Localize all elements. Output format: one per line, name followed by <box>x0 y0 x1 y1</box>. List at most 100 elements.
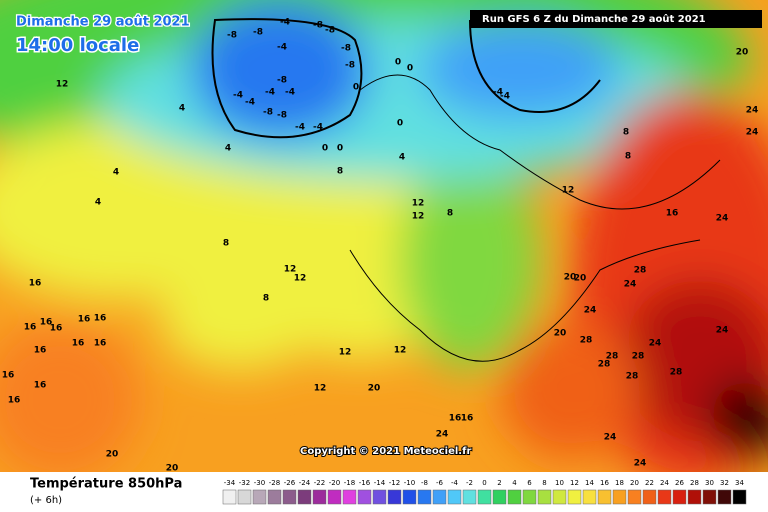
contour-label: 12 <box>314 384 327 394</box>
colorbar-tick-label: 32 <box>720 479 729 487</box>
colorbar-tick-label: -14 <box>374 479 386 487</box>
contour-label: 8 <box>623 128 629 138</box>
contour-label: 0 <box>353 83 359 93</box>
contour-label: 4 <box>399 153 405 163</box>
contour-label: 20 <box>736 48 749 58</box>
contour-label: 8 <box>223 239 229 249</box>
contour-label: 20 <box>554 329 567 339</box>
contour-label: 12 <box>412 199 425 209</box>
colorbar-swatch <box>657 489 672 505</box>
contour-label: 8 <box>625 152 631 162</box>
contour-label: -8 <box>341 44 351 54</box>
colorbar-swatch <box>462 489 477 505</box>
colorbar-tick-label: -18 <box>344 479 355 487</box>
temperature-field <box>0 0 768 490</box>
colorbar-swatch <box>237 489 252 505</box>
colorbar-swatch <box>537 489 552 505</box>
contour-label: 0 <box>397 119 403 129</box>
colorbar-tick-label: 4 <box>512 479 517 487</box>
contour <box>211 18 363 139</box>
contour-label: 16 <box>72 339 85 349</box>
contour-label: 16 <box>2 371 15 381</box>
colorbar-tick-label: -26 <box>284 479 296 487</box>
colorbar-tick-label: 28 <box>690 479 699 487</box>
contour-label: 16 <box>34 381 47 391</box>
colorbar-tick-label: -22 <box>314 479 325 487</box>
contour-label: 16 <box>78 315 91 325</box>
colorbar-tick-label: 6 <box>527 479 532 487</box>
colorbar-swatch <box>582 489 597 505</box>
contour-label: 4 <box>225 144 231 154</box>
contour-label: 20 <box>106 450 119 460</box>
colorbar-swatch <box>522 489 537 505</box>
colorbar-swatch <box>312 489 327 505</box>
contour-label: 16 <box>40 318 53 328</box>
contour-label: 28 <box>598 360 611 370</box>
colorbar-tick-label: -30 <box>254 479 265 487</box>
date: Dimanche 29 août 2021 <box>16 15 190 30</box>
contour-label: 4 <box>113 168 119 178</box>
contour-label: 16 <box>24 323 37 333</box>
colorbar-swatch <box>507 489 522 505</box>
colorbar-swatch <box>717 489 732 505</box>
colorbar-tick-label: 20 <box>630 479 639 487</box>
contour-label: 20 <box>574 274 587 284</box>
colorbar-swatch <box>702 489 717 505</box>
contour-label: -4 <box>285 88 295 98</box>
contour-label: 24 <box>649 339 662 349</box>
colorbar-tick-label: 10 <box>555 479 564 487</box>
contour-label: 8 <box>447 209 453 219</box>
contour-label: 4 <box>95 198 101 208</box>
colorbar-tick-label: -8 <box>421 479 428 487</box>
contour-label: 28 <box>606 352 619 362</box>
colorbar-swatch <box>387 489 402 505</box>
colorbar-swatch <box>567 489 582 505</box>
colorbar-tick-label: -6 <box>436 479 444 487</box>
contour-label: 28 <box>632 352 645 362</box>
contour-label: 12 <box>294 274 307 284</box>
contour-label: 24 <box>746 106 759 116</box>
colorbar-tick-label: 30 <box>705 479 714 487</box>
contour-label: 28 <box>626 372 639 382</box>
contour <box>469 19 601 113</box>
coastline <box>349 239 701 362</box>
contour-label: 16 <box>34 346 47 356</box>
contour-label: 12 <box>412 212 425 222</box>
contour-label: 0 <box>395 58 401 68</box>
colorbar-swatch <box>627 489 642 505</box>
colorbar-swatch <box>252 489 267 505</box>
colorbar-swatch <box>267 489 282 505</box>
run-info: Run GFS 6 Z du Dimanche 29 août 2021 <box>482 13 706 25</box>
colorbar-swatch <box>342 489 357 505</box>
contour-label: 4 <box>179 104 185 114</box>
colorbar-tick-label: 34 <box>735 479 744 487</box>
run-box <box>470 10 762 28</box>
contour-label: 12 <box>56 80 69 90</box>
contour-label: -4 <box>265 88 275 98</box>
contour-label: -8 <box>277 76 287 86</box>
contour-label: 24 <box>436 430 449 440</box>
colorbar-swatch <box>477 489 492 505</box>
colorbar-tick-label: -20 <box>329 479 340 487</box>
colorbar-tick-label: 14 <box>585 479 594 487</box>
contour-label: 24 <box>716 326 729 336</box>
colorbar-swatch <box>552 489 567 505</box>
copyright: Copyright © 2021 Meteociel.fr <box>300 446 471 457</box>
contour-label: -4 <box>500 92 510 102</box>
contour-label: 8 <box>337 167 343 177</box>
contour-label: 20 <box>564 273 577 283</box>
contour-label: 20 <box>166 464 179 474</box>
colorbar-tick-label: 12 <box>570 479 579 487</box>
contour-label: -4 <box>295 123 305 133</box>
colorbar-tick-label: -2 <box>466 479 473 487</box>
coastline <box>359 74 721 210</box>
contour-label: -4 <box>493 88 503 98</box>
contour-label: 16 <box>50 324 63 334</box>
colorbar-swatch <box>327 489 342 505</box>
contour-label: 12 <box>394 346 407 356</box>
colorbar-swatch <box>357 489 372 505</box>
colorbar-swatch <box>417 489 432 505</box>
